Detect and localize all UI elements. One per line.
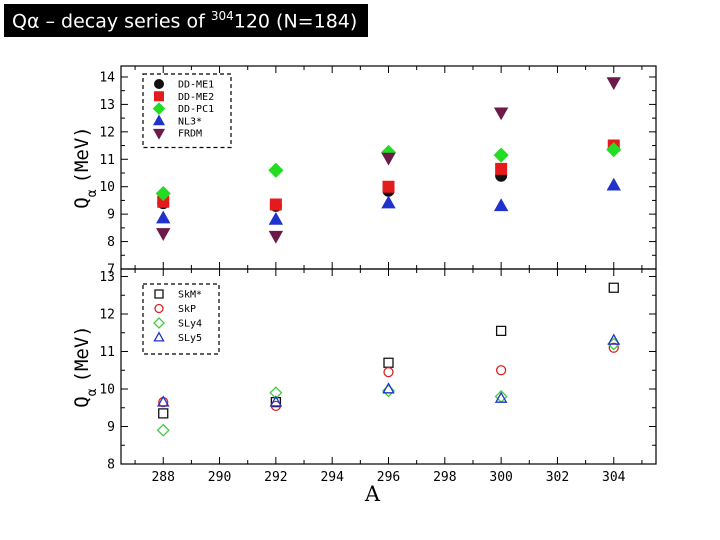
upper-y-tick-label: 9 [107,208,115,223]
upper-data-point [268,212,284,225]
upper-legend-label: DD-ME1 [178,80,214,91]
upper-y-tick-label: 8 [107,235,115,250]
lower-y-tick-label: 12 [99,308,115,323]
lower-y-tick-label: 11 [99,345,115,360]
upper-legend-marker [152,114,166,126]
upper-data-point [382,180,395,193]
lower-x-tick-label: 288 [151,470,174,485]
upper-data-point [269,198,282,211]
lower-x-tick-label: 294 [320,470,344,485]
lower-data-point [608,282,619,293]
upper-data-point [381,195,396,209]
lower-data-point [607,333,621,345]
lower-y-tick-label: 13 [99,270,115,285]
upper-data-point [268,162,284,178]
upper-y-tick-label: 10 [99,180,115,195]
upper-series-frdm [156,77,621,244]
upper-legend-marker [152,102,166,115]
lower-panel: 8 9 10 11 12 13 288 290 292 294 296 298 300 302 304 A Qα… [71,268,657,506]
upper-legend-label: DD-ME2 [178,92,214,103]
upper-legend-marker [152,128,166,140]
lower-x-tick-label: 300 [489,470,512,485]
slide-title-prefix: Qα – decay series of [12,10,211,33]
lower-data-point [494,391,508,403]
upper-legend-label: DD-PC1 [178,104,214,115]
lower-data-point [383,366,394,378]
upper-data-point [606,177,621,191]
upper-data-point [155,185,171,202]
lower-x-axis-title: A [364,482,381,506]
upper-data-point [381,152,396,166]
upper-legend-frame [142,73,232,149]
lower-legend-frame [142,283,220,355]
slide-title: Qα – decay series of 304120 (N=184) [4,4,368,37]
upper-y-tick-label: 13 [99,98,115,113]
upper-legend-label: NL3* [178,116,202,127]
upper-data-point [493,147,509,163]
lower-legend: SkM* SkP SLy4 SLy5 [142,283,220,355]
lower-legend-label: SLy5 [178,333,202,344]
lower-x-tick-label: 304 [602,470,626,485]
upper-y-axis-title: Qα (MeV) [71,126,100,208]
lower-legend-marker [154,303,164,314]
lower-series-sly4 [156,337,621,437]
lower-y-tick-label: 10 [99,383,115,398]
upper-data-point [156,228,171,241]
upper-data-point [606,142,622,158]
lower-data-point [156,423,170,437]
lower-y-axis-title: Qα (MeV) [71,325,100,407]
lower-x-tick-label: 290 [208,470,231,485]
lower-data-point [158,408,169,419]
lower-data-point [608,342,619,353]
upper-y-axis-symbol: Q [71,197,93,208]
lower-x-tick-label: 298 [433,470,456,485]
lower-data-point [156,395,170,407]
upper-data-point [493,198,509,212]
lower-series-sly5 [156,333,621,407]
upper-legend-marker [154,91,164,102]
upper-data-point [493,107,509,121]
upper-y-tick-label: 14 [99,70,115,85]
lower-series-skp [158,342,619,412]
lower-legend-marker [154,289,164,299]
lower-data-point [495,365,507,376]
slide-title-superscript: 304 [210,9,234,23]
lower-data-point [383,357,394,368]
upper-data-point [268,230,284,244]
lower-y-axis-subscript: α [85,388,100,396]
upper-y-tick-label: 11 [99,153,115,168]
upper-y-axis-subscript: α [85,189,100,197]
lower-legend-label: SkP [178,304,196,315]
lower-x-tick-label: 302 [546,470,569,485]
upper-data-point [495,162,508,175]
lower-series-skm [158,282,619,419]
lower-legend-marker [153,317,165,329]
lower-y-tick-label: 8 [107,458,115,473]
lower-legend-label: SkM* [178,290,202,301]
upper-series-nl3 [156,177,621,225]
upper-y-tick-label: 7 [107,263,115,278]
lower-data-point [382,382,395,394]
lower-data-point [495,325,507,337]
lower-y-tick-label: 9 [107,420,115,435]
upper-y-axis-unit: (MeV) [71,126,93,183]
upper-data-point [156,210,171,224]
upper-data-point [606,77,621,91]
lower-legend-label: SLy4 [178,319,202,330]
upper-panel: 7 8 9 10 11 12 13 14 Qα (MeV) DD-ME1DD-ME2DD-PC1NL… [71,65,657,278]
upper-y-tick-label: 12 [99,125,115,140]
slide-title-rest: 120 (N=184) [233,10,358,33]
lower-data-point [269,386,283,400]
lower-x-tick-label: 296 [377,470,400,485]
lower-y-axis-symbol: Q [71,396,93,407]
lower-legend-marker [153,331,165,342]
lower-y-axis-unit: (MeV) [71,325,93,382]
upper-legend-label: FRDM [178,129,202,140]
lower-x-tick-label: 292 [264,470,287,485]
upper-legend-marker [154,79,164,89]
lower-data-point [269,395,283,407]
